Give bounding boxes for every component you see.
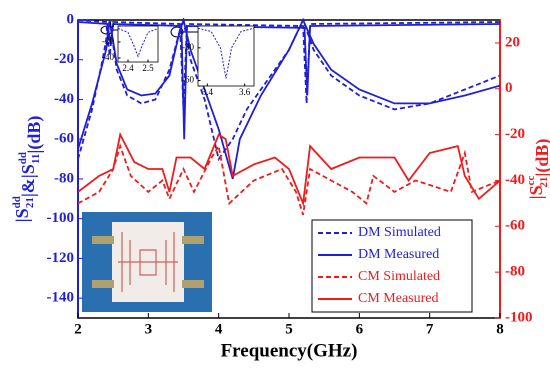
- x-tick-label: 2.5: [142, 63, 154, 73]
- legend-label: DM Measured: [358, 247, 439, 262]
- axis-label-part: |(dB): [532, 139, 550, 177]
- legend-label: CM Simulated: [358, 269, 440, 284]
- legend-label: DM Simulated: [358, 225, 441, 240]
- series-line: [78, 18, 500, 180]
- photo: [82, 212, 212, 312]
- y-tick-label: -60: [182, 75, 194, 85]
- y2-tick-label: -80: [505, 264, 525, 280]
- axis-label-part: |S: [12, 208, 32, 222]
- y2-tick-label: -100: [505, 309, 533, 325]
- y-tick-label: -100: [47, 210, 75, 226]
- x-tick-label: 3.4: [202, 87, 214, 97]
- series-line: [118, 27, 158, 58]
- axis-label-part: |(dB): [24, 116, 45, 154]
- y-tick-label: -20: [54, 51, 74, 67]
- axis-label-sup: dd: [11, 196, 23, 208]
- y2-axis-label: |Scc21|(dB): [525, 139, 550, 200]
- y2-tick-label: -60: [505, 218, 525, 234]
- x-tick-label: 2: [74, 321, 82, 337]
- y-tick-label: 0: [110, 20, 115, 30]
- axis-label-sub: 11: [30, 154, 42, 164]
- y-tick-label: -20: [102, 36, 114, 46]
- axis-label-part: |&|S: [18, 164, 38, 197]
- x-tick-label: 2.4: [122, 63, 134, 73]
- axis-label-sub: 21: [24, 197, 36, 208]
- series-line: [78, 131, 500, 207]
- x-tick-label: 5: [285, 321, 293, 337]
- x-tick-label: 3.6: [239, 87, 251, 97]
- y2-tick-label: 0: [505, 80, 513, 96]
- y-tick-label: -40: [102, 52, 114, 62]
- x-tick-label: 7: [426, 321, 434, 337]
- x-tick-label: 4: [215, 321, 223, 337]
- x-tick-label: 8: [496, 321, 504, 337]
- legend-label: CM Measured: [358, 291, 439, 306]
- x-axis-label: Frequency(GHz): [221, 340, 358, 361]
- axis-label-part: |S: [526, 185, 546, 199]
- series-line: [78, 143, 500, 216]
- y-tick-label: -120: [47, 250, 75, 266]
- axis-label-sup: cc: [525, 175, 537, 185]
- axis-label-sup: dd: [17, 152, 29, 164]
- y-tick-label: -60: [54, 131, 74, 147]
- axis-label-sub: 21: [538, 177, 550, 188]
- y2-tick-label: -40: [505, 172, 525, 188]
- y-tick-label: -80: [54, 170, 74, 186]
- y-axis-label: |Sdd21|&|Sdd11|(dB): [11, 116, 46, 223]
- y2-tick-label: 20: [505, 34, 520, 50]
- x-tick-label: 3: [145, 321, 153, 337]
- y-tick-label: -40: [54, 91, 74, 107]
- y2-tick-label: -20: [505, 126, 525, 142]
- legend-box: [311, 219, 473, 313]
- x-tick-label: 6: [356, 321, 364, 337]
- series-line: [198, 27, 254, 79]
- y-tick-label: -30: [182, 42, 194, 52]
- y-tick-label: -140: [47, 290, 75, 306]
- y-tick-label: 0: [67, 11, 75, 27]
